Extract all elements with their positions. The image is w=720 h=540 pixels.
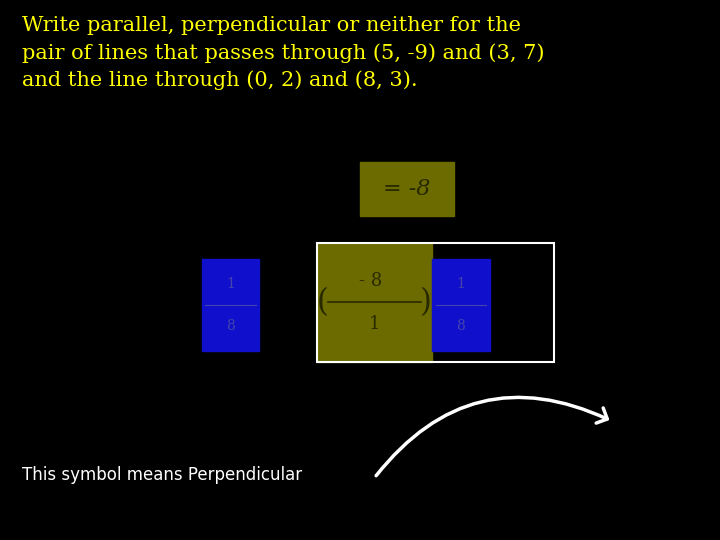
Text: (: ( [317,287,328,318]
Text: 1: 1 [456,277,465,291]
Bar [360,162,454,216]
Text: Write parallel, perpendicular or neither for the
pair of lines that passes throu: Write parallel, perpendicular or neither… [22,16,544,90]
Text: ): ) [420,287,432,318]
Bar [317,243,432,362]
Text: 8: 8 [456,319,465,333]
Text: = -8: = -8 [383,178,431,200]
Text: 1: 1 [369,315,380,333]
Text: This symbol means Perpendicular: This symbol means Perpendicular [22,466,302,484]
FancyArrowPatch shape [376,397,607,476]
Text: 8: 8 [226,319,235,333]
Bar [202,259,259,351]
Text: - 8: - 8 [359,272,382,290]
Bar [317,243,554,362]
Bar [432,259,490,351]
Text: 1: 1 [226,277,235,291]
